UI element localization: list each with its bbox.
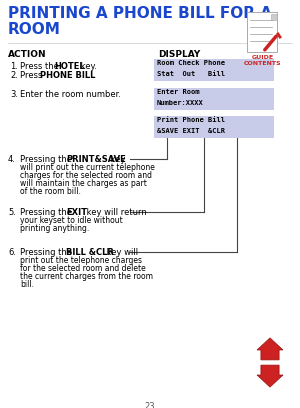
- Text: Pressing the: Pressing the: [20, 248, 75, 257]
- Text: 3.: 3.: [10, 90, 18, 99]
- Text: will maintain the charges as part: will maintain the charges as part: [20, 179, 147, 188]
- Text: Enter the room number.: Enter the room number.: [20, 90, 121, 99]
- Text: Enter Room: Enter Room: [157, 89, 200, 95]
- Text: 5.: 5.: [8, 208, 16, 217]
- Text: key will return: key will return: [84, 208, 147, 217]
- Text: the current charges from the room: the current charges from the room: [20, 272, 153, 281]
- Text: Pressing the: Pressing the: [20, 155, 75, 164]
- Text: .: .: [84, 71, 87, 80]
- Text: PRINTING A PHONE BILL FOR A: PRINTING A PHONE BILL FOR A: [8, 6, 272, 21]
- Text: for the selected room and delete: for the selected room and delete: [20, 264, 146, 273]
- Text: bill.: bill.: [20, 280, 34, 289]
- Text: 1.: 1.: [10, 62, 18, 71]
- Text: printing anything.: printing anything.: [20, 224, 89, 233]
- Text: Room Check Phone: Room Check Phone: [157, 60, 225, 66]
- Text: key: key: [108, 155, 125, 164]
- Text: GUIDE
CONTENTS: GUIDE CONTENTS: [244, 55, 282, 66]
- Text: ACTION: ACTION: [8, 50, 46, 59]
- Text: PHONE BILL: PHONE BILL: [40, 71, 95, 80]
- Text: DISPLAY: DISPLAY: [158, 50, 200, 59]
- Text: 2.: 2.: [10, 71, 18, 80]
- Polygon shape: [257, 365, 283, 387]
- Text: Press the: Press the: [20, 62, 62, 71]
- Text: Number:XXXX: Number:XXXX: [157, 100, 204, 106]
- Bar: [247, 12, 277, 52]
- Text: EXIT: EXIT: [66, 208, 87, 217]
- Text: Pressing the: Pressing the: [20, 208, 75, 217]
- Bar: [154, 59, 274, 81]
- Text: PRINT&SAVE: PRINT&SAVE: [66, 155, 126, 164]
- Text: BILL &CLR: BILL &CLR: [66, 248, 114, 257]
- Text: Press: Press: [20, 71, 45, 80]
- Text: Print Phone Bill: Print Phone Bill: [157, 117, 225, 123]
- Polygon shape: [257, 338, 283, 360]
- Text: charges for the selected room and: charges for the selected room and: [20, 171, 152, 180]
- Bar: [154, 88, 274, 110]
- Text: Stat  Out   Bill: Stat Out Bill: [157, 71, 225, 77]
- Text: 4.: 4.: [8, 155, 16, 164]
- Polygon shape: [271, 14, 277, 20]
- Text: 6.: 6.: [8, 248, 16, 257]
- Text: print out the telephone charges: print out the telephone charges: [20, 256, 142, 265]
- Text: HOTEL: HOTEL: [54, 62, 85, 71]
- Bar: [154, 116, 274, 138]
- Text: ROOM: ROOM: [8, 22, 61, 37]
- Text: your keyset to idle without: your keyset to idle without: [20, 216, 123, 225]
- Text: key will: key will: [104, 248, 138, 257]
- Text: of the room bill.: of the room bill.: [20, 187, 81, 196]
- Text: will print out the current telephone: will print out the current telephone: [20, 163, 155, 172]
- Text: 23: 23: [145, 402, 155, 408]
- Text: key.: key.: [78, 62, 97, 71]
- Text: &SAVE EXIT  &CLR: &SAVE EXIT &CLR: [157, 128, 225, 134]
